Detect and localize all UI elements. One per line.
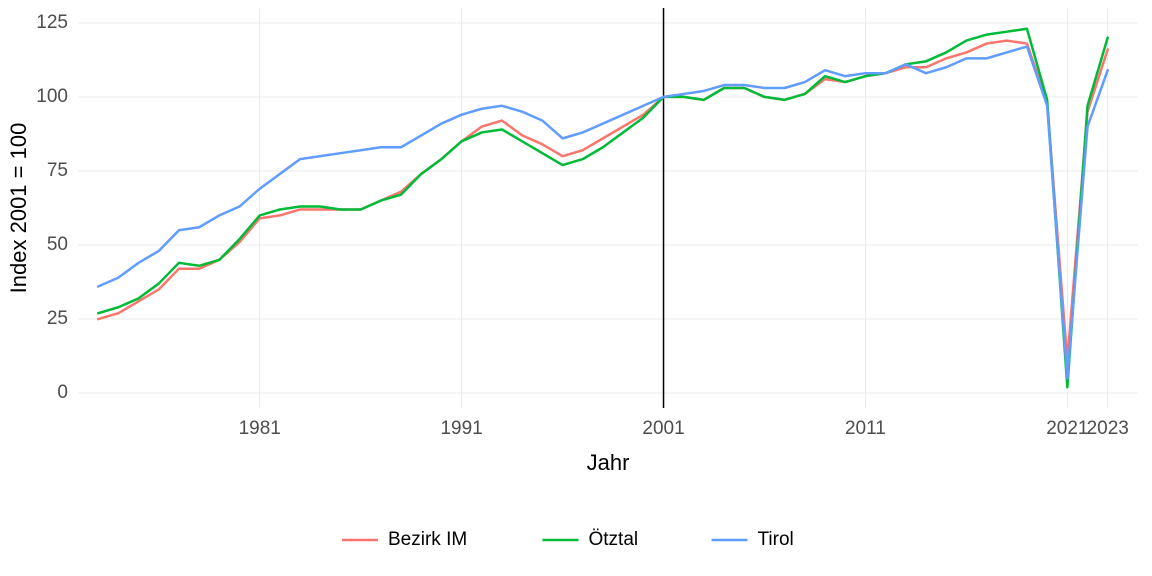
x-tick-label: 2023 bbox=[1087, 418, 1129, 439]
y-tick-label: 25 bbox=[47, 308, 68, 329]
chart-svg: 0 25 50 75 100 125 1981 1991 2001 2011 20212023 Ind… bbox=[0, 0, 1152, 576]
x-tick-label: 1991 bbox=[440, 418, 482, 439]
x-tick-label: 2011 bbox=[845, 418, 886, 439]
legend-label: Ötztal bbox=[589, 529, 639, 550]
x-tick-label: 1981 bbox=[239, 418, 281, 439]
x-tick-label: 2001 bbox=[642, 418, 684, 439]
y-tick-label: 0 bbox=[57, 382, 68, 403]
y-tick-label: 100 bbox=[36, 86, 68, 107]
legend-label: Tirol bbox=[758, 529, 794, 550]
y-axis-title: Index 2001 = 100 bbox=[6, 123, 31, 294]
y-tick-label: 50 bbox=[47, 234, 68, 255]
y-tick-label: 75 bbox=[47, 160, 68, 181]
x-axis-title: Jahr bbox=[587, 450, 630, 475]
legend-label: Bezirk IM bbox=[388, 529, 467, 550]
x-tick-label: 2021 bbox=[1046, 418, 1088, 439]
line-chart: 0 25 50 75 100 125 1981 1991 2001 2011 20212023 Ind… bbox=[0, 0, 1152, 576]
y-tick-label: 125 bbox=[36, 12, 68, 33]
